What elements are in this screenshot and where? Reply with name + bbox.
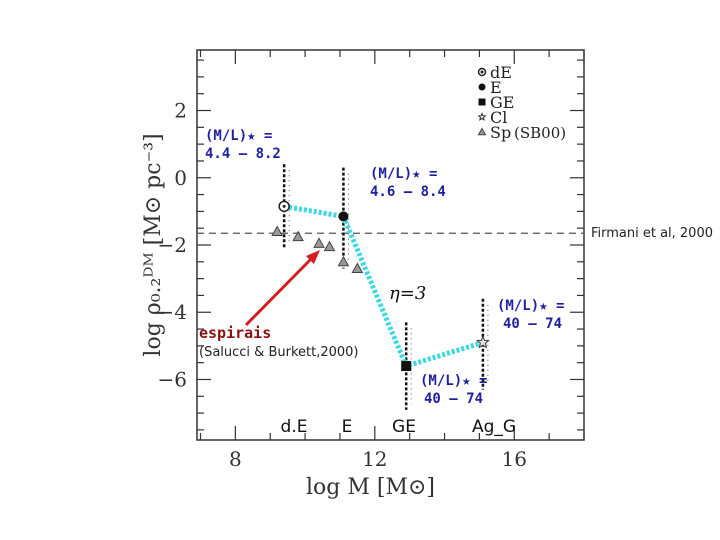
legend-marker-Cl: [477, 112, 487, 121]
ml-annotation-top: (M/L)★ =: [370, 166, 437, 182]
legend-marker-Sp: [477, 127, 487, 136]
GE-point: [401, 361, 412, 372]
y-tick-label: 2: [174, 99, 187, 123]
legend-marker-E: [478, 83, 486, 91]
spirals-label: espirais: [199, 324, 271, 342]
legend-marker-dE-dot: [480, 70, 484, 74]
reference-line-label: Firmani et al, 2000: [591, 226, 713, 241]
Sp-point: [351, 262, 364, 274]
Sp-point: [323, 240, 336, 252]
x-tick-label: 8: [229, 447, 242, 471]
dE-point-dot: [282, 204, 286, 208]
trend-line: [283, 203, 484, 370]
legend-note: (SB00): [514, 124, 566, 142]
legend-label-Sp: Sp: [490, 123, 511, 142]
ml-annotation-bottom: 4.4 – 8.2: [205, 146, 281, 162]
Sp-point: [271, 225, 284, 237]
ml-annotation-top: (M/L)★ =: [420, 373, 487, 389]
y-tick-label: −2: [158, 233, 187, 257]
plot-frame: [196, 49, 585, 441]
ml-annotation-bottom: 4.6 – 8.4: [370, 184, 446, 200]
category-label: Ag_G: [472, 417, 516, 437]
ml-annotation-top: (M/L)★ =: [205, 128, 272, 144]
legend-label-GE: GE: [490, 93, 514, 112]
spirals-arrow-head: [306, 250, 320, 264]
spirals-arrow: [244, 256, 314, 327]
y-tick-label: −6: [158, 367, 187, 391]
legend-marker-GE: [478, 98, 486, 106]
Cl-point: [475, 335, 490, 349]
spirals-source: (Salucci & Burkett,2000): [199, 345, 359, 360]
E-point: [338, 211, 349, 222]
category-label: GE: [392, 417, 416, 437]
legend-label-dE: dE: [490, 63, 512, 82]
ml-annotation-bottom: 40 – 74: [503, 316, 562, 332]
category-label: d.E: [281, 417, 308, 437]
legend-label-E: E: [490, 78, 502, 97]
y-tick-label: 0: [174, 166, 187, 190]
ml-annotation-bottom: 40 – 74: [424, 391, 483, 407]
Sp-point: [313, 237, 325, 248]
x-axis-label: log M [M⊙]: [306, 475, 435, 500]
legend-label-Cl: Cl: [490, 108, 507, 127]
eta-label: η=3: [389, 283, 426, 304]
Sp-point: [337, 255, 350, 267]
Sp-point: [292, 230, 304, 242]
category-label: E: [342, 417, 353, 437]
y-axis-label: log ρ₀.₂ᴰᴹ [M⊙ pc⁻³]: [141, 133, 166, 356]
ml-annotation-top: (M/L)★ =: [497, 298, 564, 314]
x-tick-label: 12: [362, 447, 387, 471]
y-tick-label: −4: [158, 300, 187, 324]
x-tick-label: 16: [502, 447, 527, 471]
